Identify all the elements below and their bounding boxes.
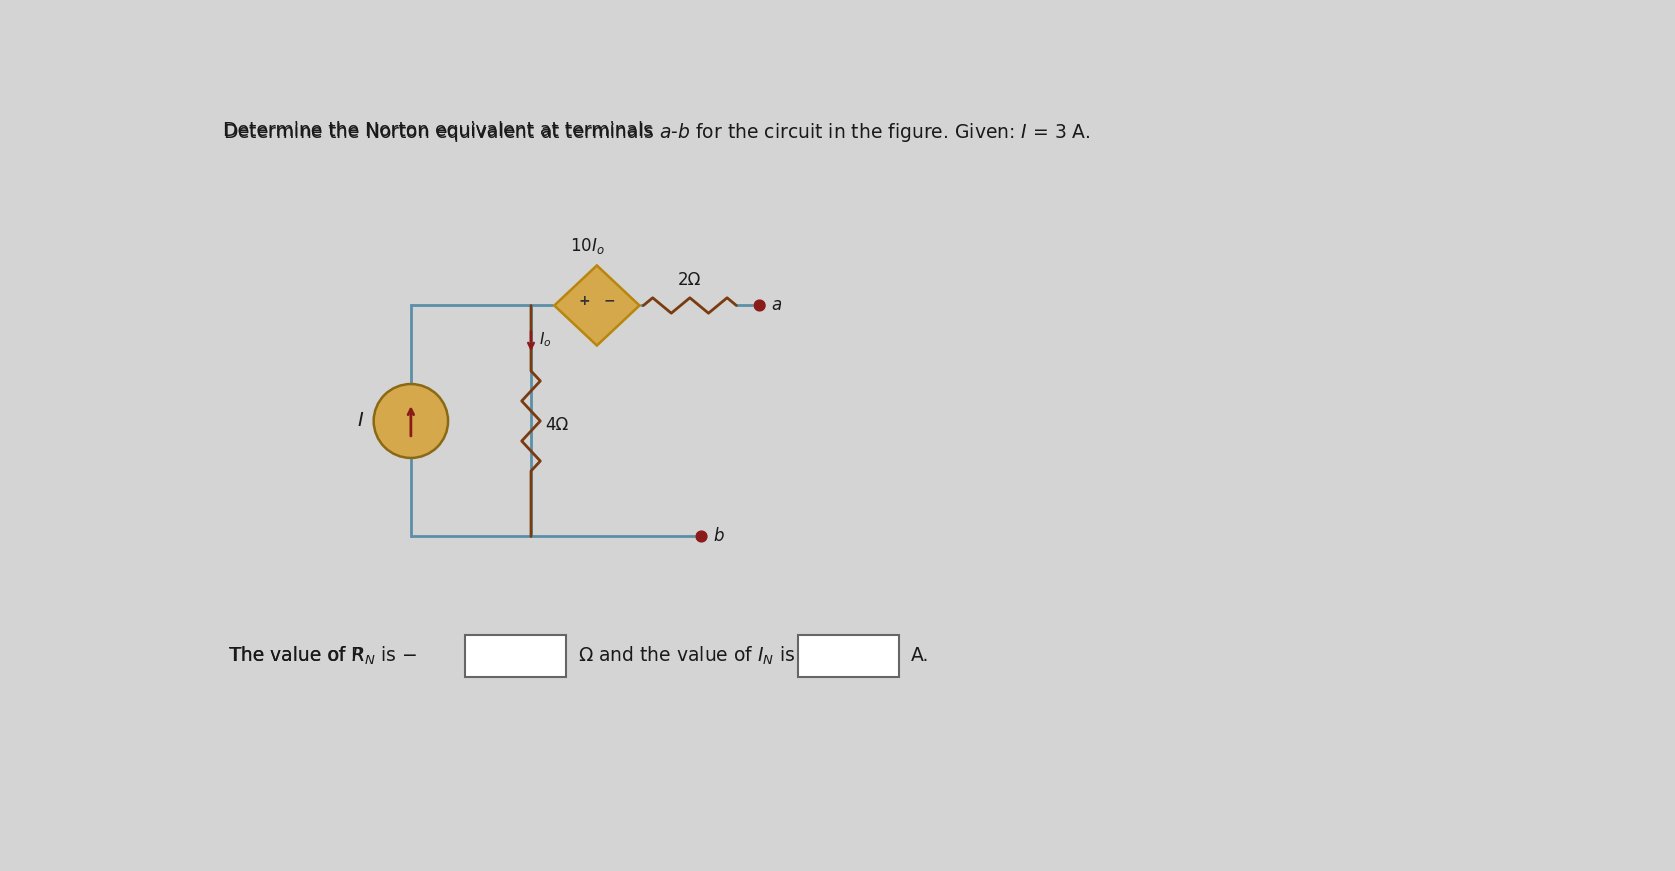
FancyBboxPatch shape [466, 635, 566, 677]
Text: $I$: $I$ [357, 411, 365, 430]
Text: $I_o$: $I_o$ [539, 331, 551, 349]
Circle shape [754, 300, 765, 311]
Text: The value of $R_N$ is $-$: The value of $R_N$ is $-$ [229, 645, 417, 667]
Text: $a$: $a$ [770, 296, 782, 314]
Text: Determine the Norton equivalent at terminals $a$-$b$ for the circuit in the figu: Determine the Norton equivalent at termi… [223, 121, 1090, 144]
Polygon shape [554, 266, 640, 346]
Text: $10I_o$: $10I_o$ [570, 236, 605, 256]
Text: A.: A. [911, 646, 930, 665]
Text: $b$: $b$ [714, 528, 725, 545]
Text: −: − [603, 294, 615, 307]
Circle shape [374, 384, 449, 458]
Text: The value of R: The value of R [229, 646, 363, 665]
Circle shape [697, 531, 707, 542]
Text: +: + [578, 294, 590, 307]
Text: $\Omega$ and the value of $I_N$ is: $\Omega$ and the value of $I_N$ is [578, 645, 796, 667]
Text: 4Ω: 4Ω [544, 415, 568, 434]
Text: Determine the Norton equivalent at terminals: Determine the Norton equivalent at termi… [223, 121, 660, 139]
Text: 2Ω: 2Ω [678, 271, 702, 288]
FancyBboxPatch shape [799, 635, 899, 677]
